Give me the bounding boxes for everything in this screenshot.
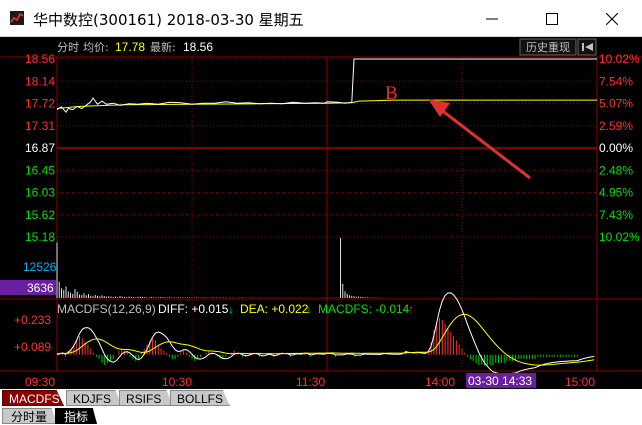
percent-tick-label: 7.54% [599,74,633,88]
percent-tick-label: 10.02% [599,230,640,244]
history-replay-label: 历史重现 [526,40,570,54]
macd-diff-arrow: ↓ [228,302,234,316]
indicator-tab-bar: MACDFS KDJFS RSIFS BOLLFS [0,389,642,407]
macd-histogram [59,317,578,365]
time-cursor-box [466,373,536,388]
tab-macdfs[interactable]: MACDFS [2,390,64,406]
title-bar: 华中数控(300161) 2018-03-30 星期五 [0,0,642,37]
intraday-chart[interactable]: 分时 均价: 17.78 最新: 18.56 历史重现 18.56 18.14 17… [0,37,642,389]
price-tick-label: 18.56 [25,52,55,66]
tab-fenshi-volume[interactable]: 分时量 [2,408,57,424]
tab-bollfs[interactable]: BOLLFS [170,390,230,406]
macd-params-label: MACDFS(12,26,9) [57,302,156,316]
time-label-0930: 09:30 [25,375,55,389]
macdfs-arrow: ↑ [408,302,414,316]
volume-cursor-box [0,280,56,295]
price-line [56,58,597,114]
percent-tick-label: 5.07% [599,97,633,111]
macd-axis-label-top: +0.233 [14,313,51,327]
window-title: 华中数控(300161) 2018-03-30 星期五 [33,11,304,29]
percent-tick-label: 4.95% [599,186,633,200]
percent-tick-label: 2.59% [599,119,633,133]
volume-axis-label-cursor: 3636 [27,281,54,295]
macd-dea-arrow: ↓ [306,302,312,316]
percent-tick-label: 2.48% [599,163,633,177]
volume-bars [56,238,569,298]
intraday-chart-panel[interactable]: 分时 均价: 17.78 最新: 18.56 历史重现 18.56 18.14 17… [0,37,642,389]
view-tab-bar: 分时量 指标 [0,407,642,425]
time-label-1130: 11:30 [296,375,325,389]
app-icon [10,11,24,25]
price-tick-label: 16.03 [25,186,55,200]
percent-tick-label: 10.02% [599,52,640,66]
maximize-icon [546,12,558,25]
avg-price-label: 均价: [83,41,109,54]
price-axis-left: 18.56 18.14 17.72 17.31 16.87 16.45 16.03 15.62… [25,52,55,244]
volume-axis-label-max: 12526 [23,260,57,274]
minimize-button[interactable] [464,0,520,37]
macdfs-value-label: MACDFS: -0.014 [318,302,410,316]
price-tick-label: 15.62 [25,208,55,222]
time-label-1400: 14:00 [425,375,455,389]
skip-back-icon[interactable] [577,38,597,56]
macd-diff-label: DIFF: +0.015 [158,302,229,316]
chart-grid [0,56,642,372]
latest-price-value: 18.56 [183,40,213,54]
price-tick-label: 17.31 [25,119,55,133]
time-cursor-label: 03-30 14:33 [468,374,532,388]
percent-tick-label: 0.00% [599,141,633,155]
price-tick-label: 18.14 [25,74,55,88]
time-label-1030: 10:30 [162,375,192,389]
average-price-line [56,99,597,109]
tab-rsifs[interactable]: RSIFS [119,390,173,406]
price-tick-label: 17.72 [25,97,55,111]
tab-kdjfs[interactable]: KDJFS [66,390,122,406]
annotation-b-marker: B [385,83,398,104]
fenshi-label: 分时 [57,41,79,54]
price-axis-right: 10.02% 7.54% 5.07% 2.59% 0.00% 2.48% 4.95% 7.43… [599,52,640,244]
close-button[interactable] [584,0,640,37]
minimize-icon [486,18,498,19]
macd-dea-line [56,313,595,366]
annotation-arrow [428,99,531,180]
tab-indicator[interactable]: 指标 [55,408,97,424]
price-tick-label: 16.45 [25,163,55,177]
percent-tick-label: 7.43% [599,208,633,222]
latest-price-label: 最新: [150,40,176,54]
close-icon [606,12,618,25]
price-tick-label: 16.87 [25,141,55,155]
time-label-1500: 15:00 [565,375,595,389]
price-tick-label: 15.18 [25,230,55,244]
macd-axis-label-mid: +0.089 [14,340,51,354]
maximize-button[interactable] [524,0,580,37]
macd-dea-label: DEA: +0.022 [240,302,309,316]
avg-price-value: 17.78 [115,40,145,54]
history-replay-button[interactable]: 历史重现 [519,38,577,56]
